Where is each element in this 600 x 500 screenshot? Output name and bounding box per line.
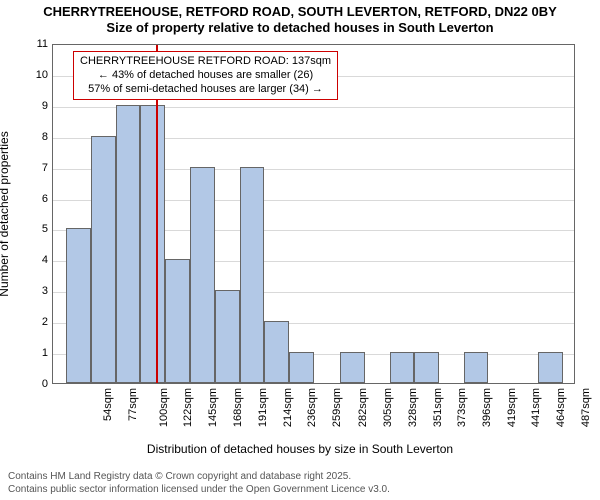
x-tick-label: 168sqm: [232, 388, 244, 427]
histogram-bar: [264, 321, 289, 383]
callout-line1: CHERRYTREEHOUSE RETFORD ROAD: 137sqm: [80, 55, 331, 67]
title-line2: Size of property relative to detached ho…: [106, 20, 493, 35]
x-tick-label: 100sqm: [158, 388, 170, 427]
x-tick-label: 145sqm: [207, 388, 219, 427]
x-tick-label: 236sqm: [306, 388, 318, 427]
y-tick-label: 2: [18, 316, 48, 328]
x-tick-label: 441sqm: [530, 388, 542, 427]
y-tick-label: 11: [18, 38, 48, 50]
y-tick-label: 0: [18, 378, 48, 390]
footer-attribution: Contains HM Land Registry data © Crown c…: [8, 471, 390, 496]
x-tick-label: 54sqm: [102, 388, 114, 421]
y-tick-label: 4: [18, 254, 48, 266]
histogram-bar: [215, 290, 240, 383]
histogram-bar: [538, 352, 563, 383]
x-axis-label: Distribution of detached houses by size …: [0, 442, 600, 456]
histogram-bar: [66, 228, 91, 383]
x-tick-label: 328sqm: [407, 388, 419, 427]
x-tick-label: 259sqm: [332, 388, 344, 427]
x-tick-label: 77sqm: [127, 388, 139, 421]
chart-title: CHERRYTREEHOUSE, RETFORD ROAD, SOUTH LEV…: [0, 4, 600, 37]
x-tick-label: 191sqm: [257, 388, 269, 427]
y-tick-label: 6: [18, 193, 48, 205]
y-tick-label: 7: [18, 162, 48, 174]
title-line1: CHERRYTREEHOUSE, RETFORD ROAD, SOUTH LEV…: [43, 4, 557, 19]
histogram-bar: [190, 167, 215, 383]
x-tick-label: 282sqm: [357, 388, 369, 427]
histogram-bar: [414, 352, 439, 383]
histogram-bar: [116, 105, 140, 383]
y-axis-label: Number of detached properties: [0, 131, 11, 296]
reference-callout: CHERRYTREEHOUSE RETFORD ROAD: 137sqm ← 4…: [73, 51, 338, 100]
footer-line1: Contains HM Land Registry data © Crown c…: [8, 471, 351, 482]
x-tick-label: 214sqm: [282, 388, 294, 427]
x-tick-label: 487sqm: [580, 388, 592, 427]
x-tick-label: 351sqm: [432, 388, 444, 427]
plot-area: CHERRYTREEHOUSE RETFORD ROAD: 137sqm ← 4…: [52, 44, 575, 384]
x-tick-label: 373sqm: [456, 388, 468, 427]
chart-container: CHERRYTREEHOUSE, RETFORD ROAD, SOUTH LEV…: [0, 0, 600, 500]
histogram-bar: [340, 352, 365, 383]
histogram-bar: [91, 136, 116, 383]
x-tick-label: 419sqm: [506, 388, 518, 427]
histogram-bar: [289, 352, 314, 383]
histogram-bar: [464, 352, 488, 383]
y-tick-label: 3: [18, 285, 48, 297]
histogram-bar: [140, 105, 165, 383]
histogram-bar: [240, 167, 264, 383]
histogram-bar: [165, 259, 190, 383]
y-tick-label: 10: [18, 69, 48, 81]
y-tick-label: 9: [18, 100, 48, 112]
callout-line2: ← 43% of detached houses are smaller (26…: [98, 69, 313, 81]
y-tick-label: 5: [18, 223, 48, 235]
y-tick-label: 8: [18, 131, 48, 143]
x-tick-label: 122sqm: [182, 388, 194, 427]
x-tick-label: 305sqm: [382, 388, 394, 427]
x-tick-label: 464sqm: [555, 388, 567, 427]
footer-line2: Contains public sector information licen…: [8, 484, 390, 495]
histogram-bar: [390, 352, 414, 383]
x-tick-label: 396sqm: [481, 388, 493, 427]
callout-line3: 57% of semi-detached houses are larger (…: [88, 83, 323, 95]
y-tick-label: 1: [18, 347, 48, 359]
